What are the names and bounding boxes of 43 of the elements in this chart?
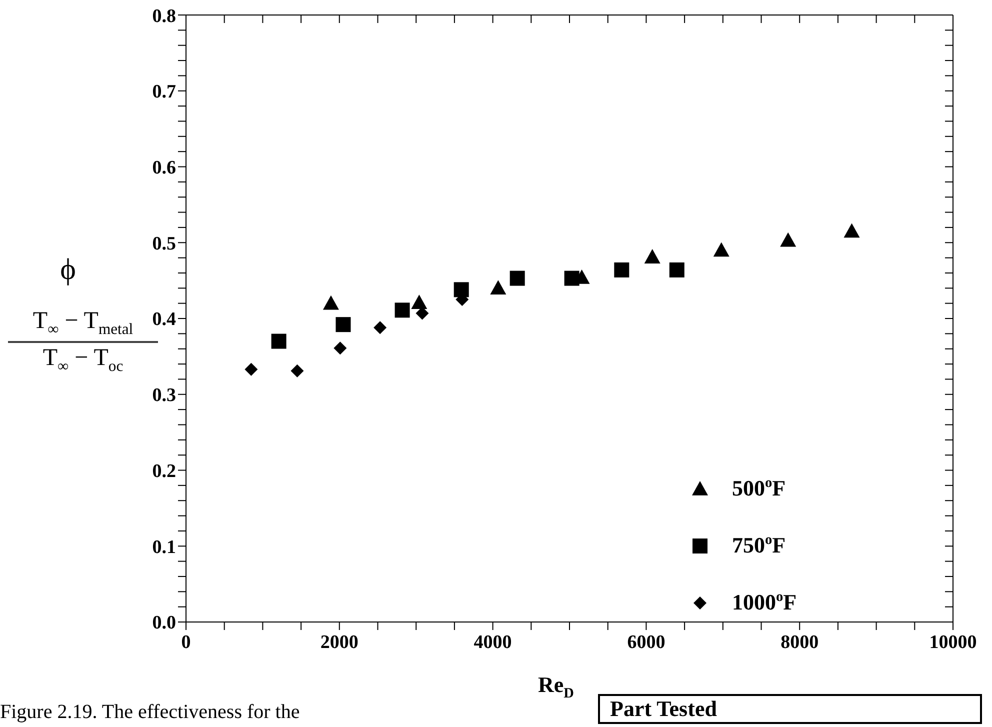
point — [614, 262, 630, 278]
point — [844, 223, 860, 238]
point — [411, 294, 428, 309]
text: T$_{∞}$ − T$_{oc}$ — [42, 344, 124, 375]
x-tick-label: 6000 — [627, 632, 666, 653]
x-tick-label: 2000 — [320, 632, 358, 653]
point — [490, 280, 506, 295]
legend-label: 750$^{o}$F — [732, 532, 786, 558]
point — [669, 262, 684, 278]
point — [271, 334, 286, 349]
x-tick-label: 0 — [181, 632, 191, 653]
legend-label: 500$^{o}$F — [732, 475, 786, 501]
y-tick-label: 0.8 — [152, 6, 176, 27]
x-tick-label: 4000 — [474, 632, 512, 653]
point — [510, 270, 525, 286]
point — [334, 342, 347, 355]
point — [454, 282, 469, 298]
y-tick-label: 0.0 — [152, 612, 176, 634]
point — [290, 364, 304, 378]
point — [644, 249, 660, 264]
caption: Figure 2.19. The effectiveness for the — [0, 701, 300, 723]
legend-label: 1000$^{o}$F — [732, 589, 797, 615]
text: Part Tested — [610, 696, 717, 721]
point — [713, 242, 730, 257]
point — [322, 295, 339, 310]
point — [394, 302, 410, 318]
x-axis-title: Re$_{D}$ — [538, 672, 574, 702]
y-tick-label: 0.6 — [152, 157, 176, 178]
x-tick-label: 8000 — [780, 632, 819, 653]
x-tick-label: 10000 — [929, 632, 977, 653]
point — [564, 270, 580, 286]
point — [780, 232, 796, 247]
text: T$_{∞}$ − T$_{metal}$ — [32, 308, 134, 338]
y-tick-label: 0.5 — [152, 233, 176, 254]
y-axis-title: ϕ — [59, 253, 77, 287]
point — [374, 321, 387, 334]
point — [244, 362, 258, 376]
y-tick-label: 0.4 — [152, 309, 176, 330]
y-tick-label: 0.7 — [152, 82, 176, 103]
y-tick-label: 0.2 — [152, 460, 176, 482]
y-tick-label: 0.3 — [152, 385, 176, 406]
y-tick-label: 0.1 — [152, 536, 176, 558]
point — [336, 317, 351, 332]
